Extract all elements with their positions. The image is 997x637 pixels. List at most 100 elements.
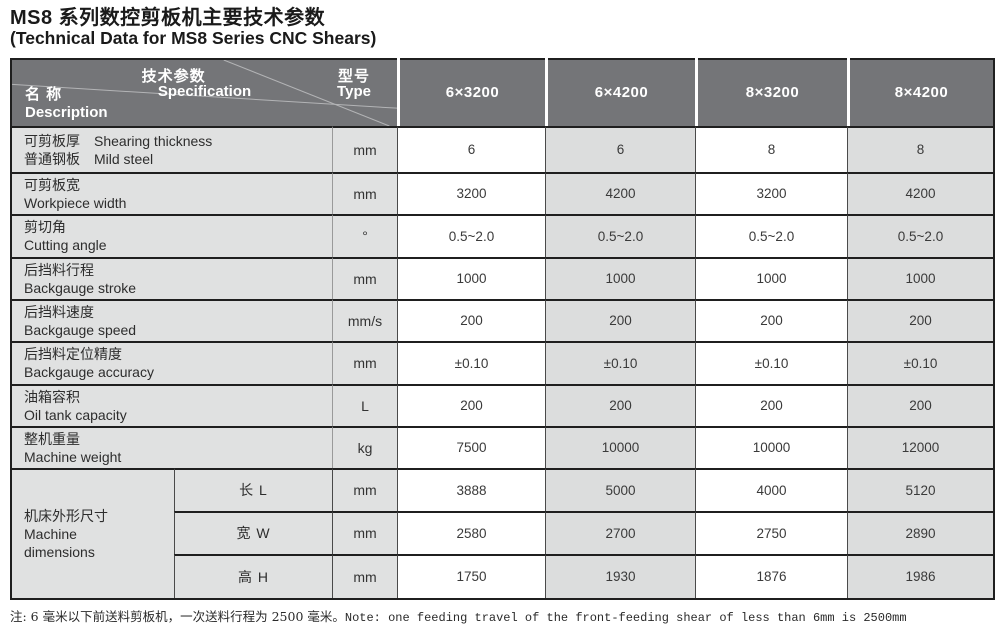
- footnote: 注: 6 毫米以下前送料剪板机，一次送料行程为 2500 毫米。Note: on…: [10, 606, 997, 625]
- unit-cell: L: [332, 383, 397, 426]
- page-title: MS8 系列数控剪板机主要技术参数 (Technical Data for MS…: [10, 7, 997, 49]
- title-english: (Technical Data for MS8 Series CNC Shear…: [10, 28, 377, 49]
- value-cell: 200: [695, 383, 847, 426]
- row-label-cn: 整机重量: [24, 430, 80, 447]
- model-header-6x3200: 6×3200: [400, 57, 545, 126]
- row-label-machine-dimensions: 机床外形尺寸 Machine dimensions: [12, 467, 174, 598]
- value-cell: 4200: [847, 171, 993, 214]
- header-type-label-en: Type: [337, 82, 371, 100]
- header-spec-label-en: Specification: [157, 82, 252, 100]
- header-name-label-en: Description: [25, 103, 108, 121]
- value-cell: 3888: [397, 467, 545, 511]
- row-label-cn: 可剪板宽: [24, 176, 80, 193]
- value-cell: 6: [545, 125, 695, 172]
- row-label-cutting-angle: 剪切角 Cutting angle: [12, 213, 332, 257]
- unit-cell: mm: [332, 553, 397, 598]
- value-cell: 5000: [545, 467, 695, 511]
- row-label-workpiece-width: 可剪板宽 Workpiece width: [12, 171, 332, 214]
- value-cell: 0.5~2.0: [545, 213, 695, 257]
- value-cell: 6: [397, 125, 545, 172]
- unit-cell: mm/s: [332, 298, 397, 341]
- footnote-english: Note: one feeding travel of the front-fe…: [344, 610, 907, 625]
- unit-cell: °: [332, 213, 397, 257]
- spec-table: 技术参数 Specification 名 称 Description 型号 Ty…: [10, 57, 995, 600]
- value-cell: 200: [397, 298, 545, 341]
- row-label-cn: 剪切角: [24, 219, 66, 236]
- row-label-en: Workpiece width: [24, 194, 127, 211]
- value-cell: 200: [847, 383, 993, 426]
- row-label-backgauge-stroke: 后挡料行程 Backgauge stroke: [12, 256, 332, 299]
- row-label-en: Backgauge accuracy: [24, 364, 154, 381]
- value-cell: 0.5~2.0: [397, 213, 545, 257]
- value-cell: 10000: [545, 425, 695, 468]
- value-cell: 10000: [695, 425, 847, 468]
- row-label-shearing-thickness: 可剪板厚 Shearing thickness 普通钢板 Mild steel: [12, 125, 332, 172]
- unit-cell: mm: [332, 125, 397, 172]
- value-cell: 1986: [847, 553, 993, 598]
- row-label-en: Oil tank capacity: [24, 406, 127, 423]
- model-header-8x3200: 8×3200: [698, 57, 847, 126]
- row-label-en2: Mild steel: [94, 150, 154, 167]
- value-cell: 200: [695, 298, 847, 341]
- row-label-en: Backgauge speed: [24, 321, 137, 338]
- row-label-oil-tank-capacity: 油箱容积 Oil tank capacity: [12, 383, 332, 426]
- value-cell: 2890: [847, 510, 993, 554]
- value-cell: 8: [695, 125, 847, 172]
- value-cell: 2700: [545, 510, 695, 554]
- value-cell: 8: [847, 125, 993, 172]
- value-cell: ±0.10: [545, 340, 695, 384]
- row-label-en: Machine weight: [24, 448, 122, 465]
- row-label-cn: 可剪板厚: [24, 132, 80, 149]
- value-cell: 1876: [695, 553, 847, 598]
- unit-cell: mm: [332, 467, 397, 511]
- value-cell: 1000: [847, 256, 993, 299]
- value-cell: ±0.10: [397, 340, 545, 384]
- value-cell: 4200: [545, 171, 695, 214]
- row-label-cn: 后挡料行程: [24, 261, 94, 278]
- value-cell: 200: [545, 383, 695, 426]
- row-label-backgauge-speed: 后挡料速度 Backgauge speed: [12, 298, 332, 341]
- row-label-en: Backgauge stroke: [24, 279, 137, 296]
- group-label-cn: 机床外形尺寸: [24, 507, 108, 524]
- value-cell: 1000: [695, 256, 847, 299]
- group-label-en2: dimensions: [24, 544, 95, 561]
- unit-cell: mm: [332, 171, 397, 214]
- table-header-corner-cell: 技术参数 Specification 名 称 Description 型号 Ty…: [12, 57, 397, 126]
- value-cell: ±0.10: [847, 340, 993, 384]
- header-name-label-cn: 名 称: [25, 85, 63, 103]
- model-header-8x4200: 8×4200: [850, 57, 993, 126]
- dim-sublabel-width: 宽 W: [174, 510, 332, 554]
- unit-cell: mm: [332, 256, 397, 299]
- value-cell: 3200: [397, 171, 545, 214]
- group-label-en1: Machine: [24, 525, 77, 542]
- value-cell: 2750: [695, 510, 847, 554]
- value-cell: 4000: [695, 467, 847, 511]
- row-label-en: Shearing thickness: [94, 132, 213, 149]
- value-cell: 200: [847, 298, 993, 341]
- header-type-label-cn: 型号: [337, 67, 370, 85]
- title-chinese: MS8 系列数控剪板机主要技术参数: [10, 7, 326, 29]
- value-cell: ±0.10: [695, 340, 847, 384]
- value-cell: 200: [397, 383, 545, 426]
- dim-sublabel-height: 高 H: [174, 553, 332, 598]
- value-cell: 5120: [847, 467, 993, 511]
- row-label-backgauge-accuracy: 后挡料定位精度 Backgauge accuracy: [12, 340, 332, 384]
- model-header-6x4200: 6×4200: [548, 57, 695, 126]
- value-cell: 1000: [397, 256, 545, 299]
- row-label-en: Cutting angle: [24, 237, 107, 254]
- value-cell: 1750: [397, 553, 545, 598]
- header-diagonal-lines: [12, 60, 397, 126]
- row-label-cn: 油箱容积: [24, 388, 80, 405]
- value-cell: 1000: [545, 256, 695, 299]
- unit-cell: mm: [332, 510, 397, 554]
- value-cell: 7500: [397, 425, 545, 468]
- row-label-cn: 后挡料定位精度: [24, 346, 122, 363]
- header-spec-label-cn: 技术参数: [141, 67, 206, 85]
- unit-cell: kg: [332, 425, 397, 468]
- value-cell: 1930: [545, 553, 695, 598]
- value-cell: 12000: [847, 425, 993, 468]
- footnote-chinese: 注: 6 毫米以下前送料剪板机，一次送料行程为 2500 毫米。: [10, 608, 345, 624]
- row-label-machine-weight: 整机重量 Machine weight: [12, 425, 332, 468]
- value-cell: 3200: [695, 171, 847, 214]
- value-cell: 2580: [397, 510, 545, 554]
